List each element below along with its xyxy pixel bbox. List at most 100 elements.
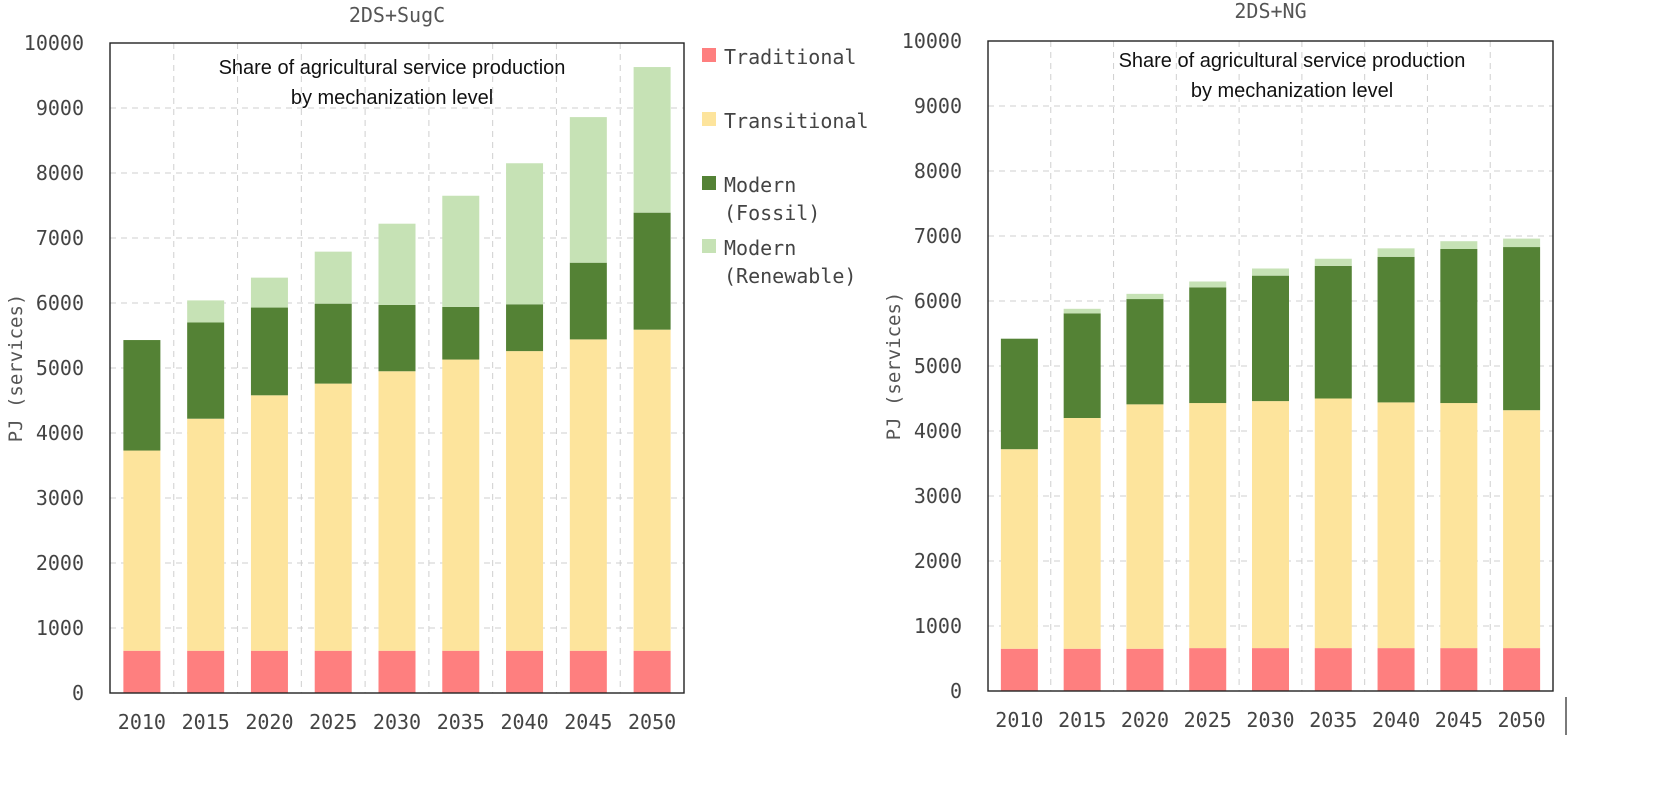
y-tick-label: 3000 bbox=[36, 486, 84, 510]
legend-label: Modern bbox=[724, 173, 796, 197]
legend-item-modern_fossil: Modern (Fossil) bbox=[702, 173, 820, 225]
bar-modern_fossil-2020 bbox=[1126, 299, 1164, 405]
bar-modern_renewable-2040 bbox=[1377, 248, 1415, 257]
bar-transitional-2010 bbox=[1000, 449, 1038, 649]
legend-label: (Renewable) bbox=[724, 264, 856, 288]
x-tick-label: 2045 bbox=[1435, 708, 1483, 732]
y-tick-label: 0 bbox=[950, 679, 962, 703]
legend-swatch bbox=[702, 48, 716, 62]
y-axis-label: PJ (services) bbox=[883, 292, 905, 441]
legend-item-traditional: Traditional bbox=[702, 45, 856, 69]
y-tick-label: 8000 bbox=[914, 159, 962, 183]
legend-swatch bbox=[702, 112, 716, 126]
bar-transitional-2010 bbox=[123, 450, 161, 651]
bar-traditional-2020 bbox=[250, 650, 288, 693]
bar-traditional-2010 bbox=[123, 650, 161, 693]
x-tick-label: 2010 bbox=[995, 708, 1043, 732]
legend-label: Traditional bbox=[724, 45, 856, 69]
bar-traditional-2040 bbox=[506, 650, 544, 693]
bar-modern_renewable-2020 bbox=[1126, 293, 1164, 300]
y-axis-label: PJ (services) bbox=[5, 294, 27, 443]
bar-modern_fossil-2045 bbox=[569, 262, 607, 340]
bar-traditional-2015 bbox=[187, 650, 225, 693]
legend-label: Modern bbox=[724, 236, 796, 260]
y-tick-label: 5000 bbox=[36, 356, 84, 380]
y-tick-label: 7000 bbox=[914, 224, 962, 248]
chart-annotation: by mechanization level bbox=[291, 87, 493, 109]
bar-modern_renewable-2050 bbox=[1503, 238, 1541, 248]
bar-traditional-2025 bbox=[314, 650, 352, 693]
bar-traditional-2020 bbox=[1126, 648, 1164, 691]
x-tick-label: 2015 bbox=[1058, 708, 1106, 732]
bar-modern_renewable-2030 bbox=[1252, 268, 1289, 276]
bar-modern_renewable-2015 bbox=[187, 300, 225, 323]
legend-swatch bbox=[702, 239, 716, 253]
x-tick-label: 2030 bbox=[1246, 708, 1294, 732]
chart-0: 2010 2015 2020 2025 2030 2035 2040 2045 2050 0 100… bbox=[5, 3, 685, 734]
bar-traditional-2035 bbox=[1314, 648, 1352, 691]
bar-modern_renewable-2045 bbox=[1440, 241, 1478, 249]
bar-transitional-2050 bbox=[633, 329, 671, 651]
bar-transitional-2030 bbox=[378, 371, 416, 651]
bar-transitional-2030 bbox=[1252, 401, 1289, 649]
x-tick-label: 2040 bbox=[1372, 708, 1420, 732]
bar-modern_renewable-2035 bbox=[1314, 258, 1352, 266]
y-tick-label: 1000 bbox=[36, 616, 84, 640]
y-tick-label: 7000 bbox=[36, 226, 84, 250]
y-tick-label: 8000 bbox=[36, 161, 84, 185]
bar-traditional-2050 bbox=[633, 650, 671, 693]
legend-item-modern_renewable: Modern (Renewable) bbox=[702, 236, 856, 288]
x-tick-label: 2050 bbox=[628, 710, 676, 734]
chart-annotation: Share of agricultural service production bbox=[219, 57, 566, 79]
plot-frame bbox=[109, 42, 685, 694]
bar-modern_fossil-2025 bbox=[314, 303, 352, 384]
chart-1: 2010 2015 2020 2025 2030 2035 2040 2045 2050 0 100… bbox=[883, 0, 1554, 732]
y-tick-label: 10000 bbox=[24, 31, 84, 55]
bar-transitional-2020 bbox=[250, 395, 288, 651]
bar-transitional-2015 bbox=[1063, 418, 1101, 649]
bar-modern_renewable-2020 bbox=[250, 277, 288, 308]
bar-transitional-2040 bbox=[506, 351, 544, 651]
bar-traditional-2015 bbox=[1063, 648, 1101, 691]
legend-label: Transitional bbox=[724, 109, 869, 133]
bar-modern_renewable-2025 bbox=[1189, 281, 1227, 288]
y-tick-label: 4000 bbox=[36, 421, 84, 445]
bar-modern_fossil-2050 bbox=[1503, 247, 1541, 411]
bar-traditional-2050 bbox=[1503, 648, 1541, 691]
bar-modern_renewable-2015 bbox=[1063, 308, 1101, 314]
bar-modern_fossil-2050 bbox=[633, 212, 671, 330]
x-tick-label: 2025 bbox=[309, 710, 357, 734]
chart-title: 2DS+NG bbox=[1234, 0, 1306, 23]
legend-swatch bbox=[702, 176, 716, 190]
bar-modern_fossil-2040 bbox=[1377, 256, 1415, 403]
bar-transitional-2050 bbox=[1503, 410, 1541, 649]
bar-modern_fossil-2015 bbox=[1063, 313, 1101, 418]
bar-traditional-2045 bbox=[569, 650, 607, 693]
bar-modern_fossil-2045 bbox=[1440, 249, 1478, 404]
bar-modern_renewable-2030 bbox=[378, 223, 416, 305]
y-tick-label: 2000 bbox=[36, 551, 84, 575]
bar-traditional-2035 bbox=[442, 650, 480, 693]
bar-modern_renewable-2050 bbox=[633, 67, 671, 213]
x-tick-label: 2020 bbox=[1121, 708, 1169, 732]
y-tick-label: 6000 bbox=[36, 291, 84, 315]
bar-transitional-2015 bbox=[187, 418, 225, 651]
x-tick-label: 2025 bbox=[1184, 708, 1232, 732]
bar-transitional-2040 bbox=[1377, 402, 1415, 649]
bar-modern_fossil-2040 bbox=[506, 304, 544, 352]
bar-modern_fossil-2015 bbox=[187, 322, 225, 419]
bar-transitional-2025 bbox=[1189, 403, 1227, 649]
y-tick-label: 0 bbox=[72, 681, 84, 705]
bar-modern_renewable-2045 bbox=[569, 117, 607, 263]
bar-modern_renewable-2025 bbox=[314, 251, 352, 304]
y-tick-label: 1000 bbox=[914, 614, 962, 638]
x-tick-label: 2050 bbox=[1498, 708, 1546, 732]
bar-transitional-2045 bbox=[1440, 403, 1478, 649]
y-tick-label: 10000 bbox=[902, 29, 962, 53]
chart-annotation: Share of agricultural service production bbox=[1119, 50, 1466, 72]
bar-transitional-2045 bbox=[569, 339, 607, 651]
bar-modern_fossil-2035 bbox=[442, 306, 480, 360]
x-tick-label: 2010 bbox=[118, 710, 166, 734]
x-tick-label: 2040 bbox=[500, 710, 548, 734]
